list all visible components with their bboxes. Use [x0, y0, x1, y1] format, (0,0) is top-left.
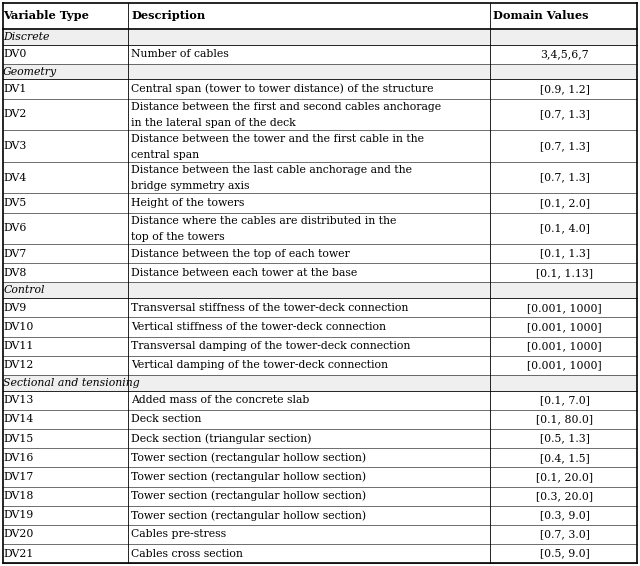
Text: DV10: DV10: [3, 322, 33, 332]
Text: DV2: DV2: [3, 109, 27, 119]
Text: DV16: DV16: [3, 453, 33, 463]
Text: 3,4,5,6,7: 3,4,5,6,7: [541, 49, 589, 59]
Text: [0.4, 1.5]: [0.4, 1.5]: [540, 453, 589, 463]
Text: DV19: DV19: [3, 511, 33, 520]
Text: [0.7, 1.3]: [0.7, 1.3]: [540, 173, 589, 183]
Text: Distance between each tower at the base: Distance between each tower at the base: [131, 268, 358, 278]
Text: Control: Control: [3, 285, 45, 295]
Text: DV20: DV20: [3, 529, 33, 539]
Text: DV12: DV12: [3, 361, 33, 370]
Text: central span: central span: [131, 149, 199, 160]
Text: DV0: DV0: [3, 49, 27, 59]
Bar: [3, 64, 637, 79]
Text: Description: Description: [131, 10, 205, 22]
Text: [0.1, 2.0]: [0.1, 2.0]: [540, 198, 590, 208]
Text: Transversal damping of the tower-deck connection: Transversal damping of the tower-deck co…: [131, 341, 411, 351]
Text: [0.7, 1.3]: [0.7, 1.3]: [540, 141, 589, 151]
Bar: [3, 282, 637, 298]
Text: [0.7, 1.3]: [0.7, 1.3]: [540, 109, 589, 119]
Text: [0.9, 1.2]: [0.9, 1.2]: [540, 84, 589, 94]
Text: Domain Values: Domain Values: [493, 10, 588, 22]
Text: [0.5, 9.0]: [0.5, 9.0]: [540, 548, 589, 559]
Text: [0.1, 20.0]: [0.1, 20.0]: [536, 472, 593, 482]
Bar: [3, 375, 637, 391]
Text: Discrete: Discrete: [3, 32, 49, 42]
Text: Number of cables: Number of cables: [131, 49, 229, 59]
Text: Cables pre-stress: Cables pre-stress: [131, 529, 227, 539]
Text: Tower section (rectangular hollow section): Tower section (rectangular hollow sectio…: [131, 510, 366, 521]
Text: DV13: DV13: [3, 395, 33, 405]
Text: bridge symmetry axis: bridge symmetry axis: [131, 181, 250, 191]
Text: [0.3, 9.0]: [0.3, 9.0]: [540, 511, 589, 520]
Text: DV14: DV14: [3, 414, 33, 424]
Text: Distance between the tower and the first cable in the: Distance between the tower and the first…: [131, 134, 424, 144]
Text: Tower section (rectangular hollow section): Tower section (rectangular hollow sectio…: [131, 491, 366, 501]
Text: Cables cross section: Cables cross section: [131, 548, 243, 559]
Text: top of the towers: top of the towers: [131, 232, 225, 242]
Text: DV11: DV11: [3, 341, 33, 351]
Text: DV18: DV18: [3, 491, 33, 501]
Text: [0.1, 1.3]: [0.1, 1.3]: [540, 248, 590, 259]
Text: DV3: DV3: [3, 141, 27, 151]
Text: DV6: DV6: [3, 224, 27, 233]
Text: Central span (tower to tower distance) of the structure: Central span (tower to tower distance) o…: [131, 84, 434, 95]
Text: Geometry: Geometry: [3, 67, 58, 76]
Text: Vertical stiffness of the tower-deck connection: Vertical stiffness of the tower-deck con…: [131, 322, 386, 332]
Text: Deck section: Deck section: [131, 414, 202, 424]
Text: Tower section (rectangular hollow section): Tower section (rectangular hollow sectio…: [131, 452, 366, 463]
Text: DV7: DV7: [3, 248, 26, 259]
Text: Distance between the last cable anchorage and the: Distance between the last cable anchorag…: [131, 165, 412, 175]
Text: DV17: DV17: [3, 472, 33, 482]
Text: Transversal stiffness of the tower-deck connection: Transversal stiffness of the tower-deck …: [131, 303, 408, 313]
Text: DV8: DV8: [3, 268, 27, 278]
Text: [0.1, 4.0]: [0.1, 4.0]: [540, 224, 589, 233]
Text: [0.7, 3.0]: [0.7, 3.0]: [540, 529, 589, 539]
Text: Distance between the first and second cables anchorage: Distance between the first and second ca…: [131, 102, 442, 112]
Text: Height of the towers: Height of the towers: [131, 198, 244, 208]
Text: [0.001, 1000]: [0.001, 1000]: [527, 341, 602, 351]
Text: Distance where the cables are distributed in the: Distance where the cables are distribute…: [131, 216, 397, 226]
Text: DV4: DV4: [3, 173, 26, 183]
Text: DV15: DV15: [3, 434, 33, 444]
Text: [0.001, 1000]: [0.001, 1000]: [527, 303, 602, 313]
Text: in the lateral span of the deck: in the lateral span of the deck: [131, 118, 296, 128]
Text: DV1: DV1: [3, 84, 27, 94]
Text: [0.5, 1.3]: [0.5, 1.3]: [540, 434, 589, 444]
Text: Distance between the top of each tower: Distance between the top of each tower: [131, 248, 350, 259]
Text: Sectional and tensioning: Sectional and tensioning: [3, 378, 140, 388]
Text: [0.001, 1000]: [0.001, 1000]: [527, 322, 602, 332]
Text: DV9: DV9: [3, 303, 26, 313]
Text: [0.1, 1.13]: [0.1, 1.13]: [536, 268, 593, 278]
Text: DV21: DV21: [3, 548, 33, 559]
Text: Deck section (triangular section): Deck section (triangular section): [131, 434, 312, 444]
Text: [0.1, 7.0]: [0.1, 7.0]: [540, 395, 589, 405]
Text: DV5: DV5: [3, 198, 26, 208]
Bar: [3, 29, 637, 45]
Text: Vertical damping of the tower-deck connection: Vertical damping of the tower-deck conne…: [131, 361, 388, 370]
Text: Added mass of the concrete slab: Added mass of the concrete slab: [131, 395, 310, 405]
Text: [0.1, 80.0]: [0.1, 80.0]: [536, 414, 593, 424]
Text: Variable Type: Variable Type: [3, 10, 89, 22]
Text: [0.3, 20.0]: [0.3, 20.0]: [536, 491, 593, 501]
Text: [0.001, 1000]: [0.001, 1000]: [527, 361, 602, 370]
Text: Tower section (rectangular hollow section): Tower section (rectangular hollow sectio…: [131, 471, 366, 482]
